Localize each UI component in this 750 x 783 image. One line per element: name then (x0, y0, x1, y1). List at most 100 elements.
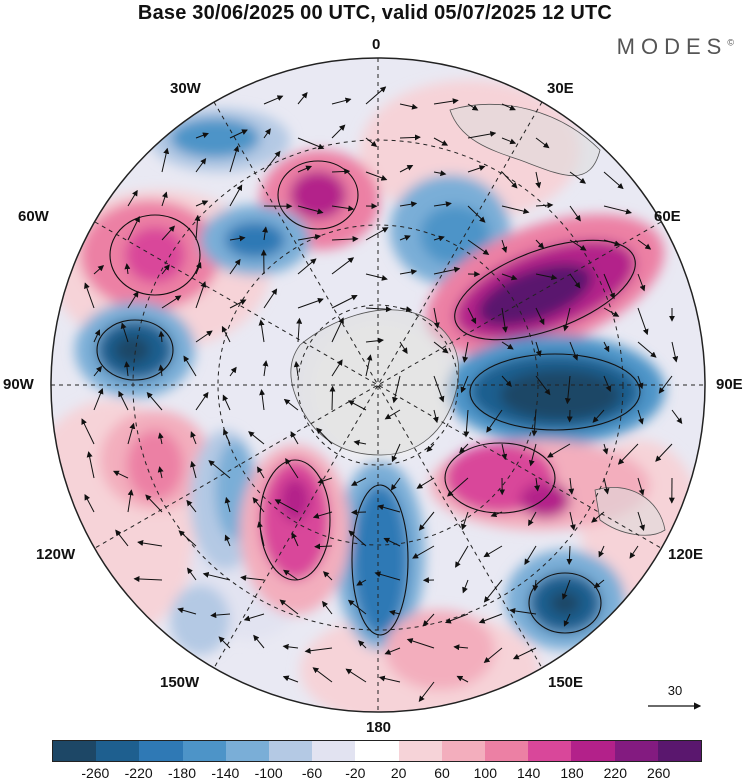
wind-vector (566, 545, 573, 565)
wind-vector (462, 579, 469, 594)
wind-vector (462, 341, 469, 363)
graticule (51, 58, 705, 712)
wind-vector (433, 137, 449, 146)
wind-vector (365, 273, 388, 281)
colorbar-tick-label: 180 (560, 765, 584, 781)
wind-vector (263, 288, 278, 309)
wind-vector (461, 511, 469, 531)
wind-vector (282, 643, 299, 650)
wind-vector (93, 365, 103, 377)
lon-label-60e: 60E (654, 208, 681, 225)
wind-vector (353, 439, 367, 446)
wind-vector (316, 427, 333, 445)
wind-vector (177, 607, 197, 615)
wind-vector (296, 317, 303, 343)
wind-vector (535, 273, 558, 281)
colorbar-swatch (528, 741, 572, 761)
lon-label-150e: 150E (548, 674, 584, 691)
wind-vector (317, 477, 333, 484)
wind-vector (603, 375, 612, 393)
wind-vector (569, 205, 581, 222)
wind-vector (202, 571, 231, 581)
wind-vector (637, 375, 644, 390)
wind-vector (655, 443, 673, 462)
colorbar-tick-label: -180 (167, 765, 197, 781)
colorbar-swatch (485, 741, 529, 761)
wind-vector (637, 409, 644, 425)
wind-vector (406, 638, 435, 649)
colorbar-swatch (269, 741, 313, 761)
lon-label-120e: 120E (668, 546, 704, 563)
wind-vector (348, 530, 367, 547)
wind-vector (535, 202, 554, 209)
wind-vector (524, 545, 537, 566)
wind-vector (629, 545, 639, 559)
wind-vector (84, 282, 95, 309)
wind-vector (460, 375, 469, 394)
wind-vector (490, 511, 503, 518)
wind-vector (433, 375, 445, 403)
lon-label-90w: 90W (3, 376, 34, 393)
colorbar-swatch (614, 741, 658, 761)
wind-vector (259, 389, 266, 411)
wind-vector (501, 341, 514, 350)
wind-vector (399, 341, 408, 354)
wind-vector (399, 134, 421, 141)
wind-vector (671, 409, 683, 425)
wind-vector (463, 409, 470, 438)
wind-vector (210, 612, 231, 619)
wind-vector (501, 239, 508, 253)
wind-vector (422, 613, 435, 627)
wind-vector (444, 613, 469, 624)
wind-vector (158, 364, 165, 377)
wind-vector (331, 97, 352, 105)
wind-vector (384, 409, 401, 420)
wind-vector (568, 477, 575, 495)
wind-vector (598, 545, 605, 558)
wind-vector (501, 171, 518, 189)
wind-vector (195, 281, 207, 309)
wind-vector (257, 466, 265, 479)
wind-vector (603, 341, 610, 353)
wind-vector (297, 205, 324, 215)
wind-vector (535, 239, 545, 249)
wind-vector (178, 530, 197, 547)
wind-vector (161, 225, 175, 241)
wind-vector (297, 234, 322, 241)
wind-vector (418, 681, 435, 702)
colorbar-tick-label: -100 (254, 765, 283, 781)
wind-vector (229, 366, 237, 377)
wind-vector (283, 569, 299, 581)
lon-label-0: 0 (372, 36, 381, 53)
wind-vector (297, 258, 317, 275)
wind-vector (365, 337, 384, 344)
lon-label-30e: 30E (547, 80, 574, 97)
wind-vector (365, 354, 373, 377)
wind-vector (467, 103, 479, 111)
wind-vector (433, 266, 461, 275)
wind-vector (433, 341, 449, 354)
wind-vector (161, 147, 170, 173)
wind-vector (390, 477, 401, 491)
wind-vector (229, 184, 243, 207)
wind-vector (194, 214, 201, 241)
colorbar-tick-label: -140 (211, 765, 240, 781)
wind-vector (377, 504, 401, 513)
wind-vector (312, 511, 333, 519)
wind-vector (127, 291, 139, 309)
wind-vector (257, 521, 265, 547)
wind-vector (93, 265, 105, 275)
wind-vector (569, 273, 581, 289)
wind-vector (321, 600, 333, 615)
wind-vector (229, 235, 246, 242)
wind-vector (127, 422, 136, 445)
wind-vector (617, 443, 639, 465)
wind-vector (127, 489, 134, 513)
wind-vector (528, 443, 537, 467)
wind-vector (297, 165, 313, 173)
wind-vector (195, 261, 202, 275)
wind-vector (399, 306, 413, 313)
wind-vector (312, 667, 333, 683)
brand-logo: MODES© (616, 34, 734, 59)
